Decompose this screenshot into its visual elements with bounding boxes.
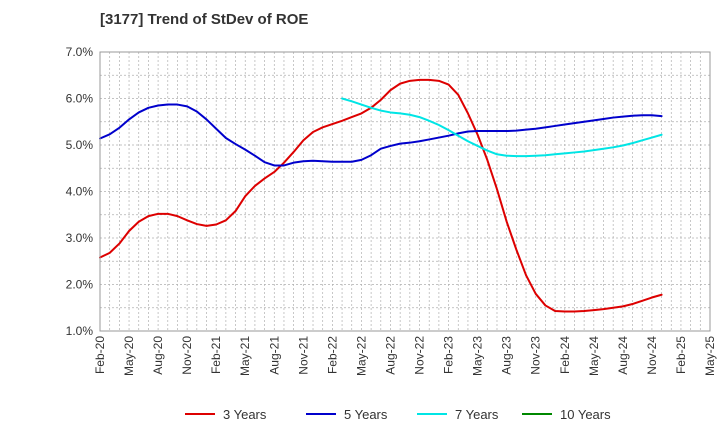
x-tick-label: Feb-22	[325, 336, 339, 374]
legend-label: 10 Years	[560, 407, 611, 422]
grid	[100, 52, 710, 331]
series-line-7-years	[341, 97, 663, 158]
x-tick-label: May-25	[703, 336, 717, 376]
series-lines	[99, 78, 663, 313]
x-tick-label: May-24	[587, 336, 601, 376]
chart-title: [3177] Trend of StDev of ROE	[100, 11, 308, 28]
x-tick-label: Aug-21	[267, 336, 281, 375]
x-tick-label: May-23	[471, 336, 485, 376]
y-tick-label: 2.0%	[66, 278, 94, 292]
legend-label: 5 Years	[344, 407, 388, 422]
x-tick-label: Feb-21	[209, 336, 223, 374]
x-tick-label: Feb-23	[442, 336, 456, 374]
y-tick-label: 3.0%	[66, 231, 94, 245]
y-axis-labels: 1.0% 2.0% 3.0% 4.0% 5.0% 6.0% 7.0%	[66, 45, 94, 338]
x-tick-label: Feb-20	[93, 336, 107, 374]
x-tick-label: May-20	[122, 336, 136, 376]
series-line-3-years	[99, 78, 663, 313]
x-tick-label: Aug-22	[383, 336, 397, 375]
y-tick-label: 4.0%	[66, 185, 94, 199]
legend-label: 7 Years	[455, 407, 499, 422]
series-line-5-years	[99, 103, 663, 167]
x-tick-label: Nov-24	[645, 336, 659, 375]
x-tick-label: May-21	[238, 336, 252, 376]
x-tick-label: Nov-22	[413, 336, 427, 375]
x-tick-label: Feb-24	[558, 336, 572, 374]
x-tick-label: Feb-25	[674, 336, 688, 374]
x-tick-label: Nov-23	[529, 336, 543, 375]
legend: 3 Years 5 Years 7 Years 10 Years	[185, 407, 611, 422]
x-axis-labels: Feb-20 May-20 Aug-20 Nov-20 Feb-21 May-21 Aug-…	[93, 336, 717, 376]
y-tick-label: 6.0%	[66, 92, 94, 106]
legend-label: 3 Years	[223, 407, 267, 422]
x-tick-label: May-22	[354, 336, 368, 376]
x-tick-label: Aug-20	[151, 336, 165, 375]
y-tick-label: 7.0%	[66, 45, 94, 59]
x-tick-label: Nov-21	[296, 336, 310, 375]
y-tick-label: 5.0%	[66, 138, 94, 152]
x-tick-label: Aug-23	[500, 336, 514, 375]
plot-frame	[99, 51, 711, 332]
x-tick-label: Nov-20	[180, 336, 194, 375]
y-tick-label: 1.0%	[66, 324, 94, 338]
x-tick-label: Aug-24	[616, 336, 630, 375]
